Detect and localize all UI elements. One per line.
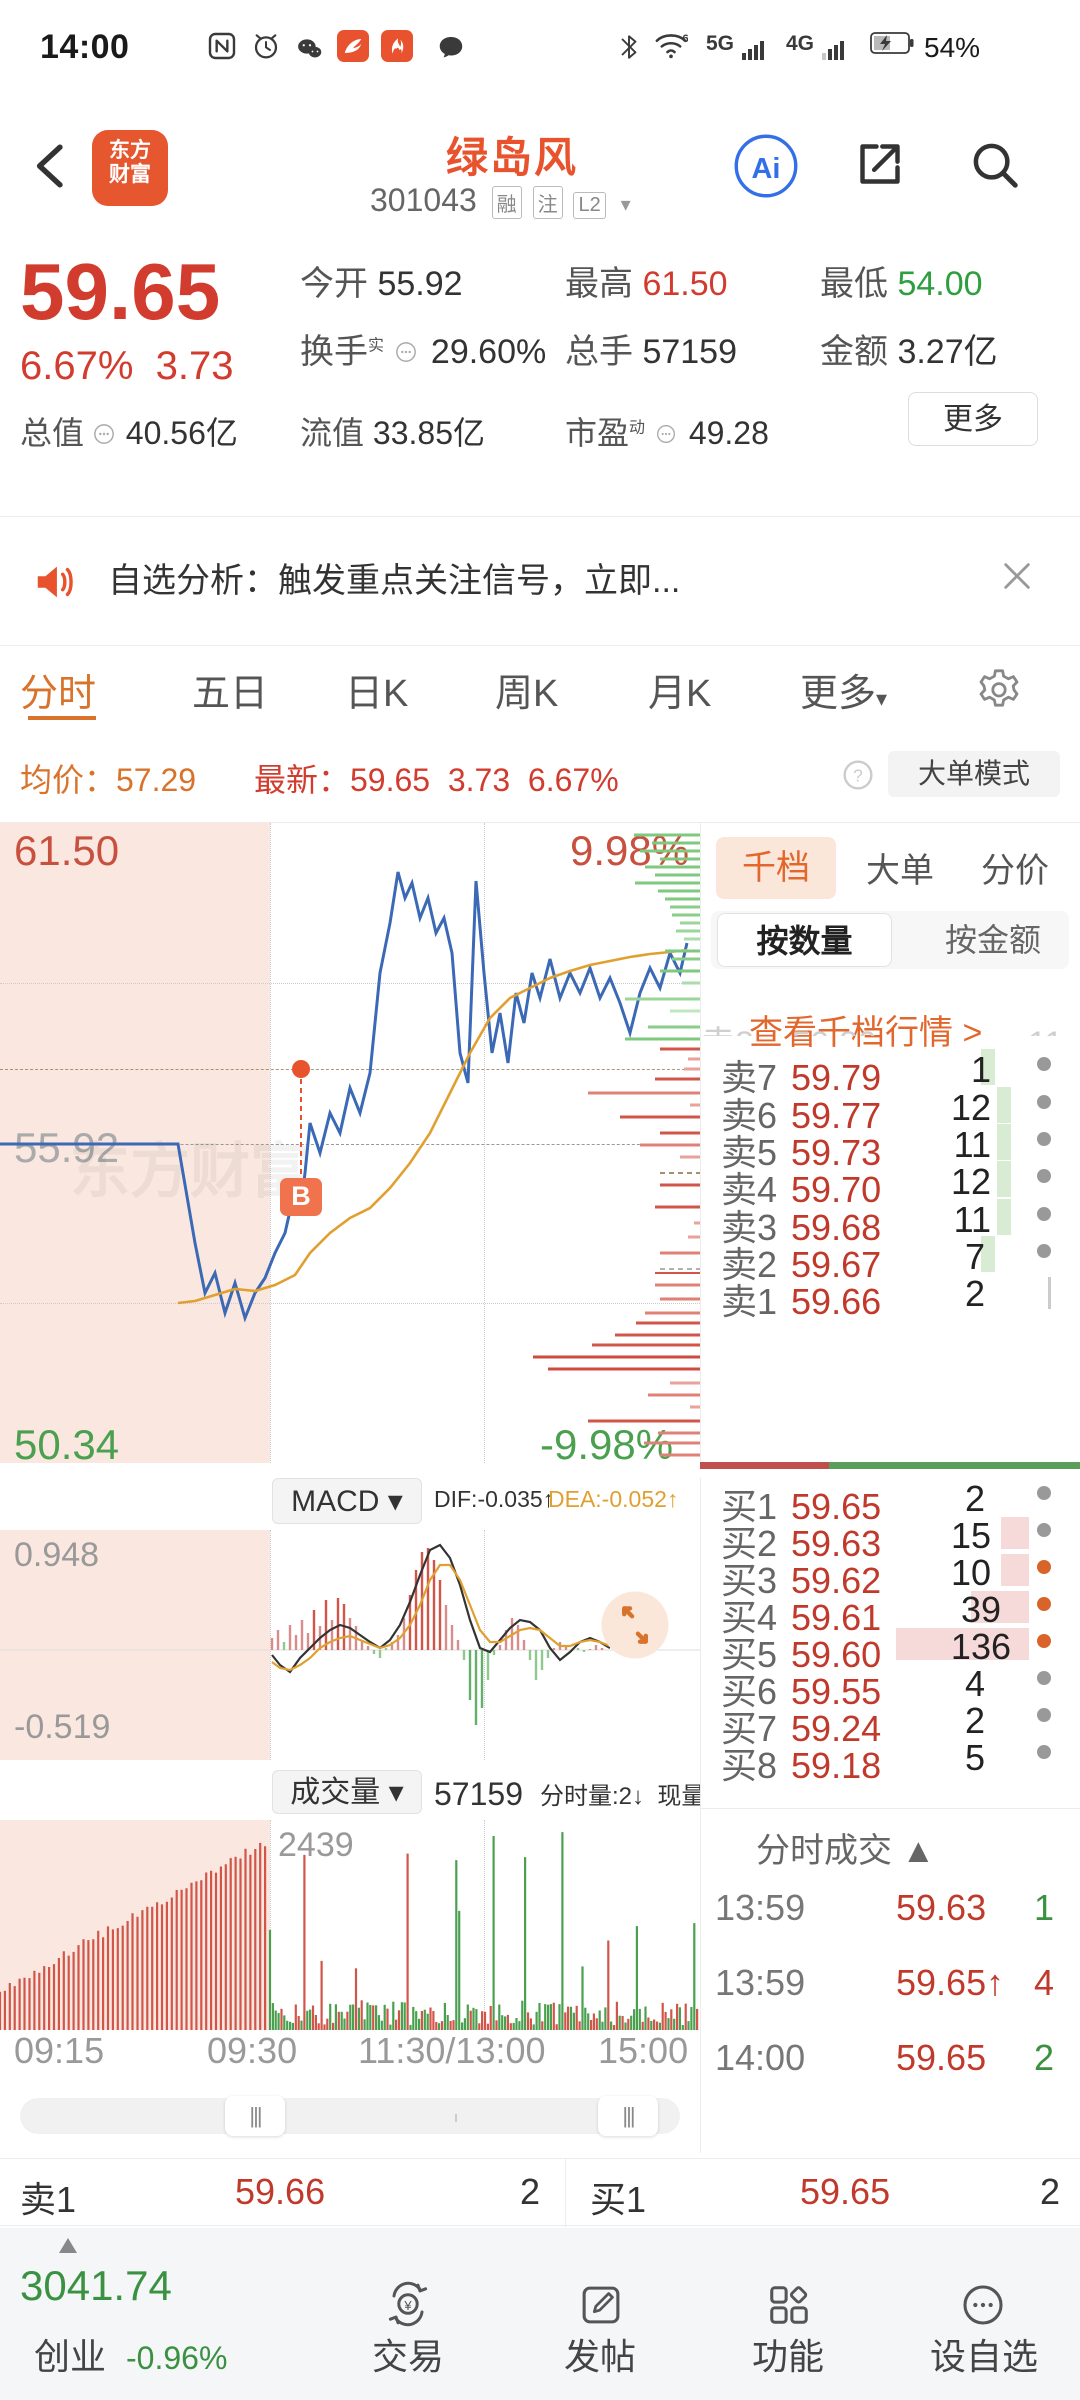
svg-text:Ai: Ai: [752, 153, 781, 185]
svg-text:6: 6: [682, 33, 688, 45]
svg-text:?: ?: [853, 766, 863, 786]
svg-text:¥: ¥: [403, 2298, 412, 2313]
